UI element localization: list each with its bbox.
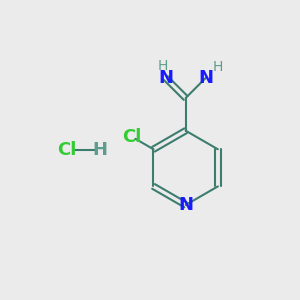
Text: Cl: Cl — [57, 141, 76, 159]
Text: Cl: Cl — [122, 128, 141, 146]
Text: H: H — [92, 141, 107, 159]
Text: H: H — [213, 60, 223, 74]
Text: N: N — [158, 69, 173, 87]
Text: N: N — [198, 69, 213, 87]
Text: H: H — [158, 58, 168, 73]
Text: N: N — [178, 196, 193, 214]
